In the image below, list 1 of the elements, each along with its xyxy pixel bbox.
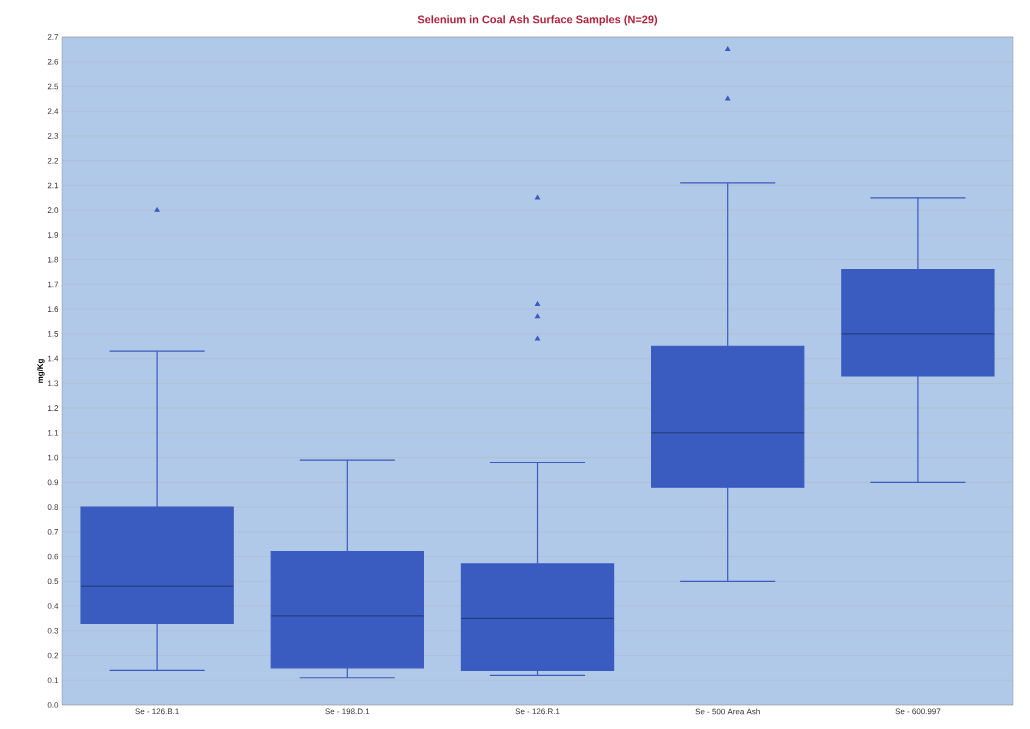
- chart-title: Selenium in Coal Ash Surface Samples (N=29): [417, 15, 658, 26]
